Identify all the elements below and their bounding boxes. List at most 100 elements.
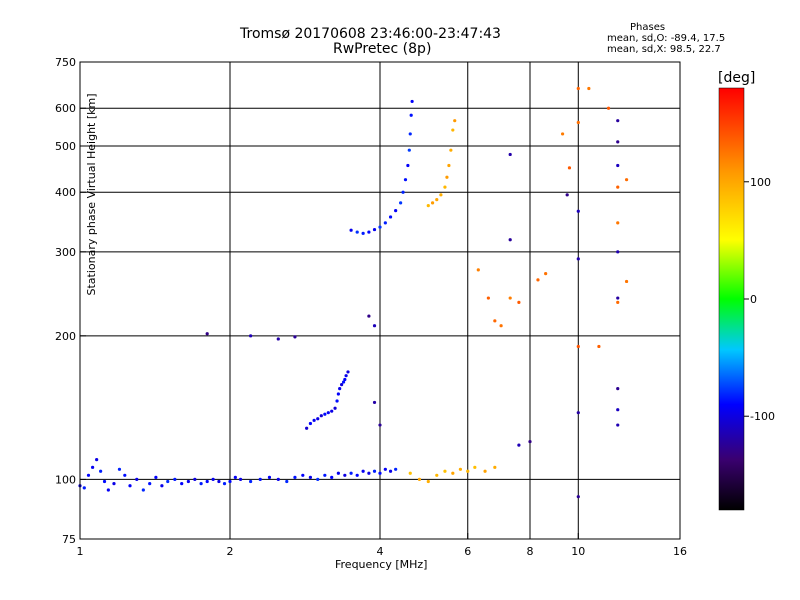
echo-point <box>451 128 455 132</box>
echo-point <box>508 152 512 157</box>
echo-point <box>193 477 197 482</box>
echo-point <box>285 479 289 484</box>
x-tick-label: 16 <box>673 545 687 558</box>
echo-point <box>117 467 122 471</box>
echo-point <box>508 296 512 300</box>
echo-point <box>378 225 382 229</box>
echo-point <box>199 481 203 486</box>
echo-point <box>99 469 103 473</box>
echo-point <box>308 475 313 479</box>
echo-point <box>616 221 620 225</box>
echo-point <box>576 209 580 213</box>
echo-point <box>141 488 145 492</box>
echo-point <box>293 335 297 339</box>
y-tick-label: 200 <box>55 330 76 343</box>
echo-point <box>91 465 95 469</box>
echo-point <box>576 344 580 349</box>
x-tick-label: 2 <box>227 545 234 558</box>
echo-point <box>333 406 337 410</box>
chart-title-line2: RwPretec (8p) <box>333 41 432 57</box>
echo-point <box>372 400 377 405</box>
colorbar-tick-label: -100 <box>750 410 775 423</box>
echo-point <box>486 296 490 300</box>
echo-point <box>517 300 521 305</box>
echo-point <box>135 477 139 482</box>
x-tick-label: 6 <box>464 545 471 558</box>
echo-point <box>616 163 620 168</box>
echo-point <box>335 399 339 403</box>
echo-point <box>367 314 371 318</box>
echo-point <box>346 370 350 374</box>
echo-point <box>388 215 393 219</box>
echo-point <box>293 475 297 479</box>
echo-point <box>361 469 365 473</box>
y-tick-label: 750 <box>55 56 76 69</box>
echo-point <box>426 479 430 484</box>
echo-point <box>341 380 346 384</box>
colorbar-tick-label: 100 <box>750 176 771 189</box>
echo-point <box>343 473 347 477</box>
echo-point <box>447 163 451 168</box>
echo-point <box>276 337 280 341</box>
y-axis-label: Stationary phase Virtual Height [km] <box>84 93 98 296</box>
axis-ticks: 1 2 4 6 8 10 16 75 100 200 300 400 500 600 750 <box>55 56 687 558</box>
echo-point <box>86 473 91 477</box>
phases-o-stats: mean, sd,O: -89.4, 17.5 <box>607 33 726 44</box>
y-tick-label: 600 <box>55 102 76 115</box>
echo-point <box>473 465 477 469</box>
echo-point <box>394 209 398 213</box>
echo-point <box>449 148 453 152</box>
echo-point <box>536 278 540 282</box>
x-axis-label: Frequency [MHz] <box>335 558 428 571</box>
data-points <box>78 86 629 499</box>
echo-point <box>228 479 232 484</box>
echo-point <box>102 479 107 484</box>
echo-point <box>624 279 629 284</box>
echo-point <box>407 148 411 152</box>
echo-point <box>217 479 221 484</box>
echo-point <box>355 473 359 477</box>
echo-point <box>576 495 580 499</box>
echo-point <box>378 423 382 427</box>
echo-point <box>616 119 620 123</box>
y-tick-label: 400 <box>55 186 76 199</box>
echo-point <box>445 175 449 179</box>
echo-point <box>372 324 377 328</box>
echo-point <box>180 481 184 486</box>
grid-lines <box>80 62 680 539</box>
echo-point <box>439 193 443 197</box>
echo-point <box>308 421 313 426</box>
y-tick-label: 500 <box>55 140 76 153</box>
echo-point <box>323 412 327 416</box>
colorbar-tick-label: 0 <box>750 293 757 306</box>
echo-point <box>349 471 353 475</box>
echo-point <box>106 488 110 492</box>
echo-point <box>406 163 410 168</box>
echo-point <box>476 268 480 272</box>
echo-point <box>186 479 190 484</box>
echo-point <box>378 471 382 475</box>
echo-point <box>323 473 327 477</box>
echo-point <box>326 411 330 415</box>
x-tick-label: 10 <box>571 545 585 558</box>
echo-point <box>435 198 439 202</box>
echo-point <box>340 383 344 387</box>
echo-point <box>355 230 359 234</box>
echo-point <box>258 477 262 482</box>
echo-point <box>616 296 620 300</box>
echo-point <box>565 193 569 197</box>
echo-point <box>82 486 86 490</box>
echo-point <box>211 477 215 482</box>
echo-point <box>616 185 620 189</box>
echo-point <box>276 477 280 482</box>
echo-point <box>222 481 227 486</box>
echo-point <box>399 201 403 205</box>
echo-point <box>367 230 371 234</box>
echo-point <box>466 469 470 473</box>
colorbar-unit-label: [deg] <box>718 70 756 86</box>
echo-point <box>451 471 455 475</box>
echo-point <box>616 423 620 427</box>
x-tick-label: 1 <box>77 545 84 558</box>
echo-point <box>166 479 170 484</box>
echo-point <box>160 484 164 488</box>
